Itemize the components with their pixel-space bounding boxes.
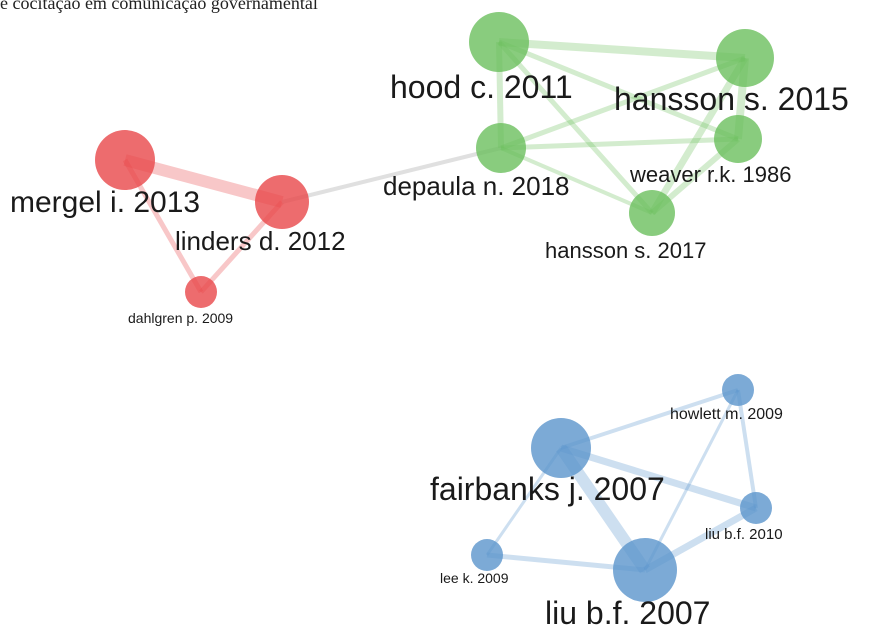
labels: mergel i. 2013 linders d. 2012 dahlgren p.…: [10, 69, 849, 627]
edge: [500, 146, 653, 215]
node: [714, 115, 762, 163]
node-label: liu b.f. 2007: [545, 595, 710, 627]
edge: [498, 39, 739, 142]
edge: [281, 146, 502, 204]
node-label: fairbanks j. 2007: [430, 471, 665, 507]
edge: [643, 389, 740, 571]
edge: [736, 389, 758, 509]
node-label: hansson s. 2017: [545, 238, 706, 263]
node: [740, 492, 772, 524]
node-label: linders d. 2012: [175, 226, 346, 256]
node-label: dahlgren p. 2009: [128, 310, 233, 326]
node: [716, 29, 774, 87]
node: [255, 175, 309, 229]
node-label: depaula n. 2018: [383, 171, 570, 201]
node: [629, 190, 675, 236]
edge: [500, 55, 746, 151]
edge: [498, 38, 746, 62]
node: [531, 418, 591, 478]
title: e cocitação em comunicação governamental: [0, 0, 318, 13]
edge: [500, 136, 739, 151]
node-label: hansson s. 2015: [614, 81, 849, 117]
edge: [559, 444, 758, 512]
node: [722, 374, 754, 406]
node-label: mergel i. 2013: [10, 186, 200, 219]
node: [95, 130, 155, 190]
node: [185, 276, 217, 308]
node: [476, 123, 526, 173]
nodes: [95, 12, 774, 602]
edge: [497, 40, 654, 215]
node: [469, 12, 529, 72]
node: [471, 539, 503, 571]
edge: [560, 388, 739, 450]
node-label: liu b.f. 2010: [705, 526, 783, 543]
node-label: weaver r.k. 1986: [629, 162, 791, 187]
edge: [648, 56, 749, 215]
node-label: lee k. 2009: [440, 570, 509, 586]
node-label: howlett m. 2009: [670, 406, 783, 423]
node-label: hood c. 2011: [390, 69, 573, 105]
node: [613, 538, 677, 602]
